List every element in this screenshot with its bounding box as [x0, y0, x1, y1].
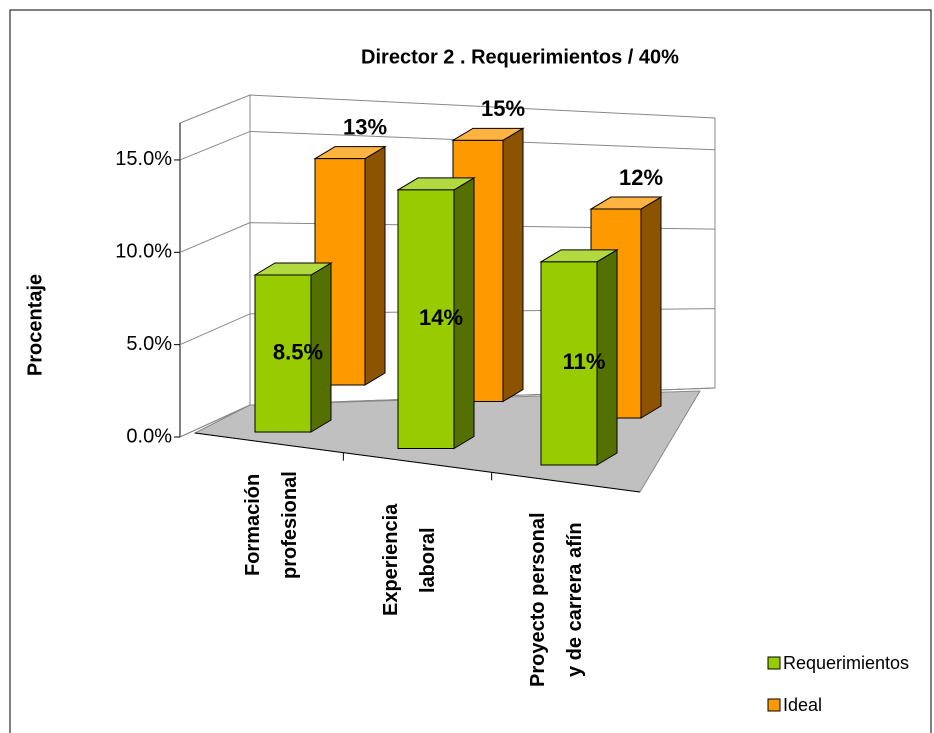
bar [540, 261, 598, 466]
y-tick-label: 10.0% [115, 241, 172, 263]
data-label: 8.5% [273, 339, 323, 364]
grid-line [179, 222, 716, 253]
chart-border [9, 9, 932, 733]
data-label: 15% [481, 96, 525, 121]
legend-label: Ideal [783, 695, 822, 715]
bar [254, 274, 312, 433]
bar-side [364, 145, 386, 386]
x-tick-label: Experiencia laboral [380, 503, 439, 617]
y-tick-label: 15.0% [115, 148, 172, 170]
legend-swatch [767, 698, 781, 712]
legend-label: Requerimientos [783, 653, 909, 673]
bar [397, 189, 455, 449]
bar-side [640, 196, 662, 419]
y-tick-label: 0.0% [126, 425, 172, 447]
data-label: 14% [419, 305, 463, 330]
x-tick-label: Formación profesional [242, 471, 301, 579]
data-label: 11% [563, 349, 606, 374]
y-axis-label: Procentaje [24, 274, 46, 376]
y-tick-label: 5.0% [126, 333, 172, 355]
data-label: 12% [619, 165, 663, 190]
x-tick-label: Proyecto personal y de carrera afín [527, 512, 586, 688]
grid-line [179, 130, 716, 161]
x-axis [194, 432, 641, 493]
chart-title: Director 2 . Requerimientos / 40% [361, 46, 679, 68]
side-wall [179, 94, 251, 438]
legend-swatch [767, 656, 781, 670]
bar-side [502, 127, 524, 403]
data-label: 13% [343, 114, 387, 139]
